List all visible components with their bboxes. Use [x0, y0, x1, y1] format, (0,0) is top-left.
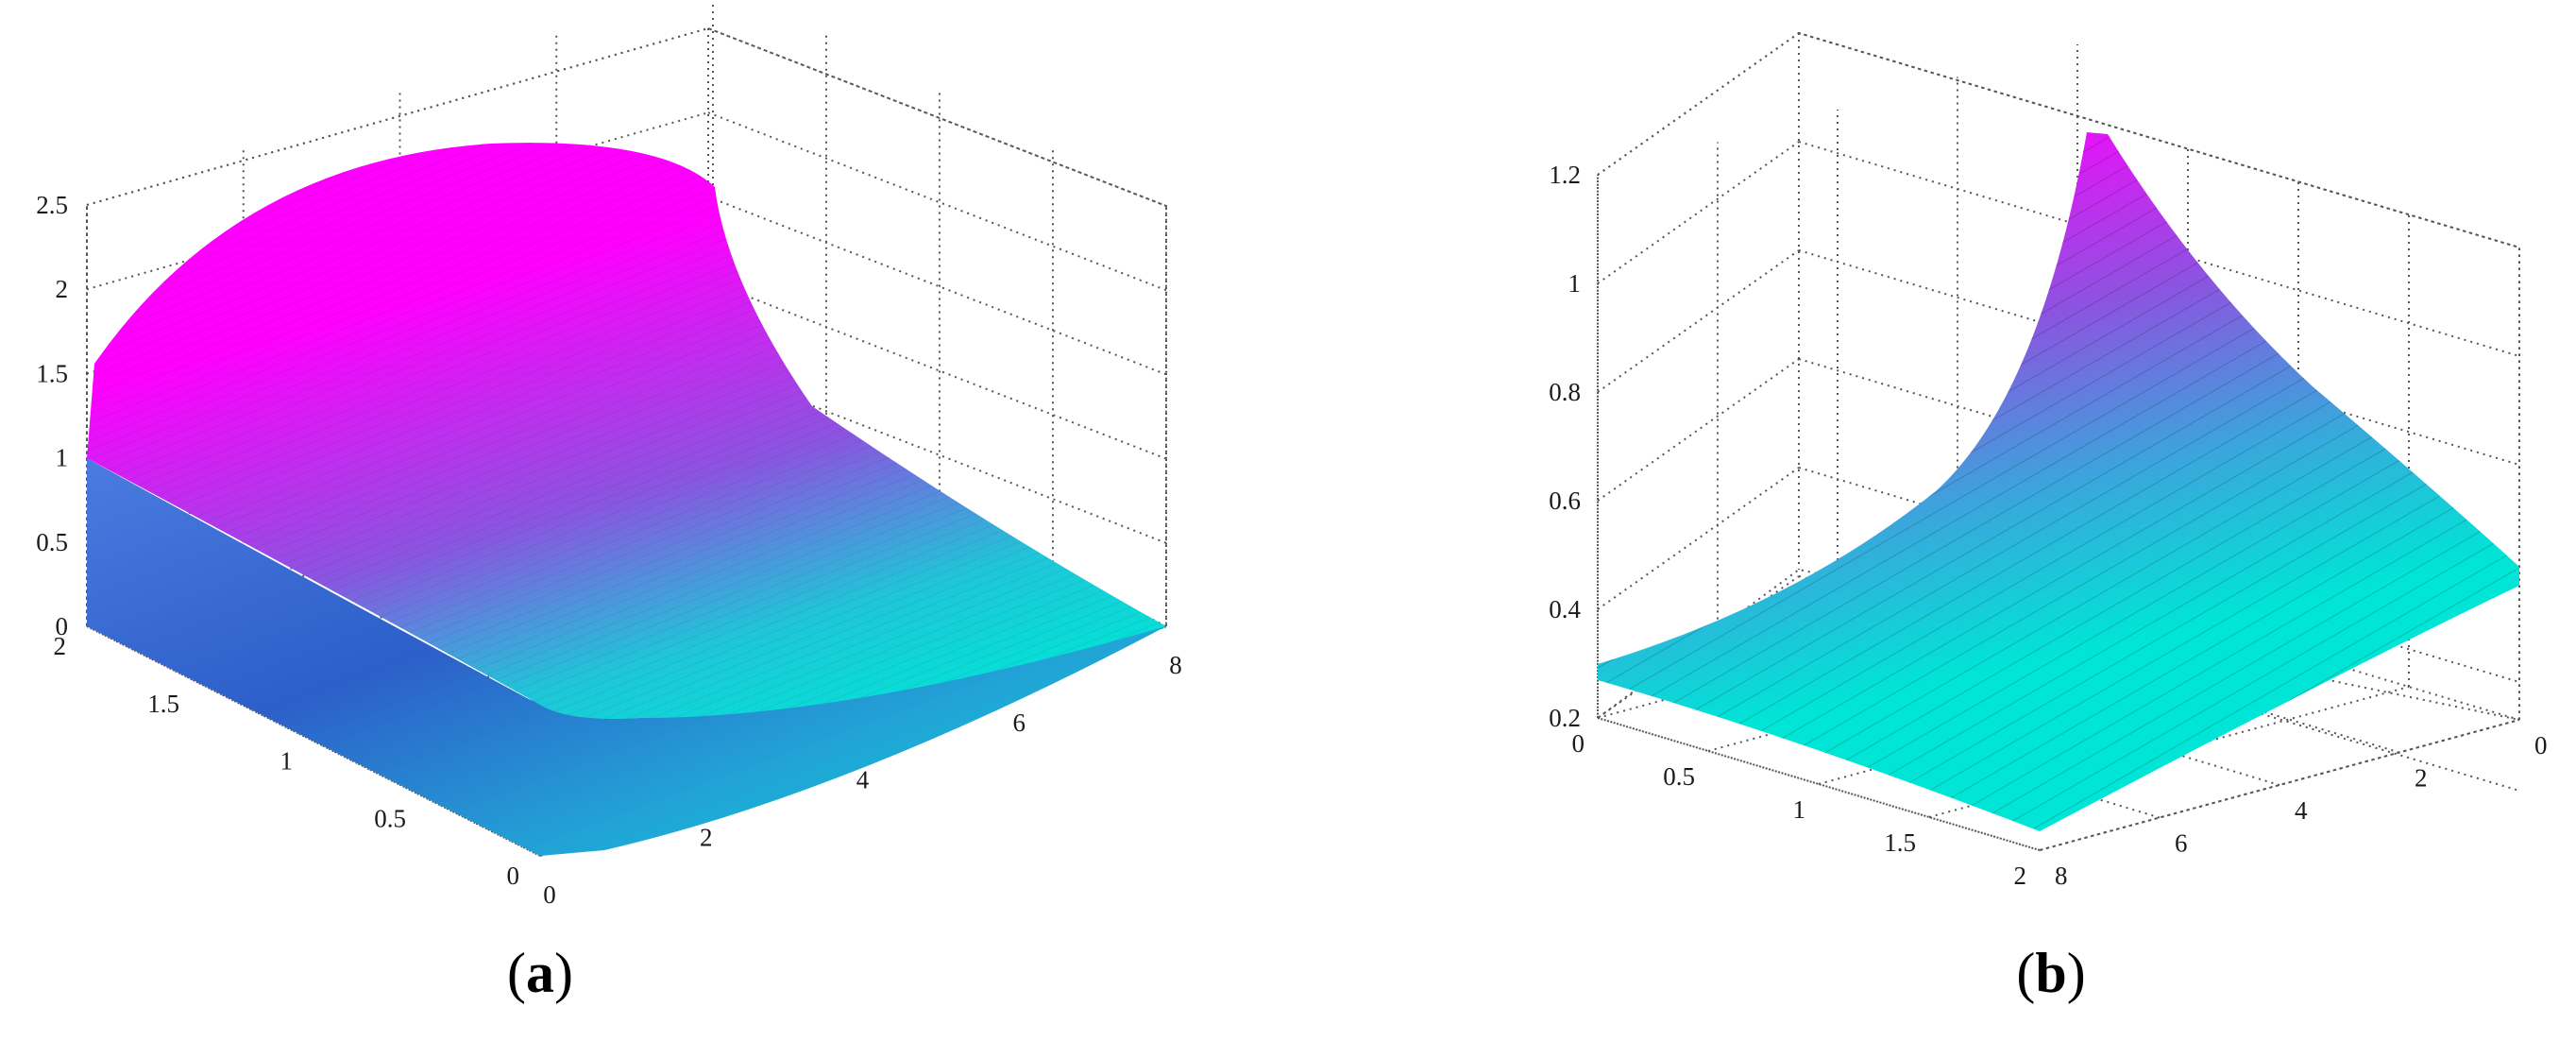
tick-label-a-y: 0	[507, 862, 520, 890]
grid-line-a-z-right	[707, 196, 1167, 376]
grid-line-b-z	[1597, 32, 1800, 176]
surface-b-mesh	[1598, 132, 2519, 831]
tick-label-a-y: 1.5	[147, 690, 179, 718]
chart-panel-b: 0 0.5 1 1.5 2 0 2 4 6 8 0.2 0.4 0.6 0.8 1 1.2 (b)	[1549, 31, 2548, 1004]
grid-line-b-z	[1597, 358, 1800, 502]
tick-label-a-x: 8	[1169, 651, 1182, 679]
ticks-b: 0 0.5 1 1.5 2 0 2 4 6 8 0.2 0.4 0.6 0.8 1 1.2	[1549, 161, 2547, 890]
tick-label-b-x: 0.5	[1663, 762, 1695, 791]
panel-label-a: (a)	[507, 942, 573, 1004]
surface-a-front	[87, 458, 1166, 856]
tick-label-b-z: 1	[1568, 269, 1582, 298]
tick-label-b-z: 0.4	[1549, 595, 1581, 623]
tick-label-b-x: 1	[1793, 795, 1806, 824]
tick-label-b-x: 2	[2014, 862, 2027, 890]
tick-label-b-z: 0.8	[1549, 378, 1581, 406]
tick-label-a-z: 2.5	[36, 191, 68, 219]
grid-line-a-z-right	[707, 111, 1167, 292]
grid-line-b-z	[1597, 141, 1800, 284]
tick-label-b-x: 1.5	[1884, 828, 1916, 857]
tick-label-a-z: 1	[56, 444, 69, 472]
surface-a-mesh	[87, 143, 1166, 719]
tick-label-a-y: 0.5	[374, 804, 406, 832]
grid-line-a-z-right	[707, 364, 1167, 544]
tick-label-a-z: 0	[56, 612, 69, 640]
tick-label-a-z: 0.5	[36, 528, 68, 556]
tick-label-b-z: 0.6	[1549, 486, 1581, 515]
tick-label-b-z: 0.2	[1549, 704, 1581, 732]
grid-line-a-z-right	[707, 27, 1167, 207]
tick-label-b-y: 2	[2415, 764, 2428, 793]
tick-label-b-z: 1.2	[1549, 161, 1581, 189]
tick-label-b-x: 0	[1572, 729, 1585, 758]
tick-label-b-y: 0	[2534, 731, 2548, 759]
tick-label-a-y: 1	[280, 747, 294, 776]
grid-line-b-z	[1597, 249, 1800, 393]
grid-line-b-z	[1597, 467, 1800, 610]
grid-line-b-y	[1597, 717, 2041, 851]
panel-label-b: (b)	[2016, 942, 2085, 1004]
tick-label-a-x: 6	[1013, 708, 1026, 737]
tick-label-a-y: 2	[54, 632, 67, 660]
tick-label-a-x: 4	[856, 766, 870, 794]
tick-label-b-y: 4	[2295, 796, 2308, 825]
grid-line-a-z-right	[707, 280, 1167, 460]
tick-label-a-x: 0	[543, 880, 556, 909]
tick-label-a-z: 2	[56, 275, 69, 303]
tick-label-b-y: 8	[2055, 862, 2068, 890]
tick-label-b-y: 6	[2175, 829, 2188, 858]
tick-label-a-x: 2	[700, 823, 713, 851]
tick-label-a-z: 1.5	[36, 359, 68, 387]
